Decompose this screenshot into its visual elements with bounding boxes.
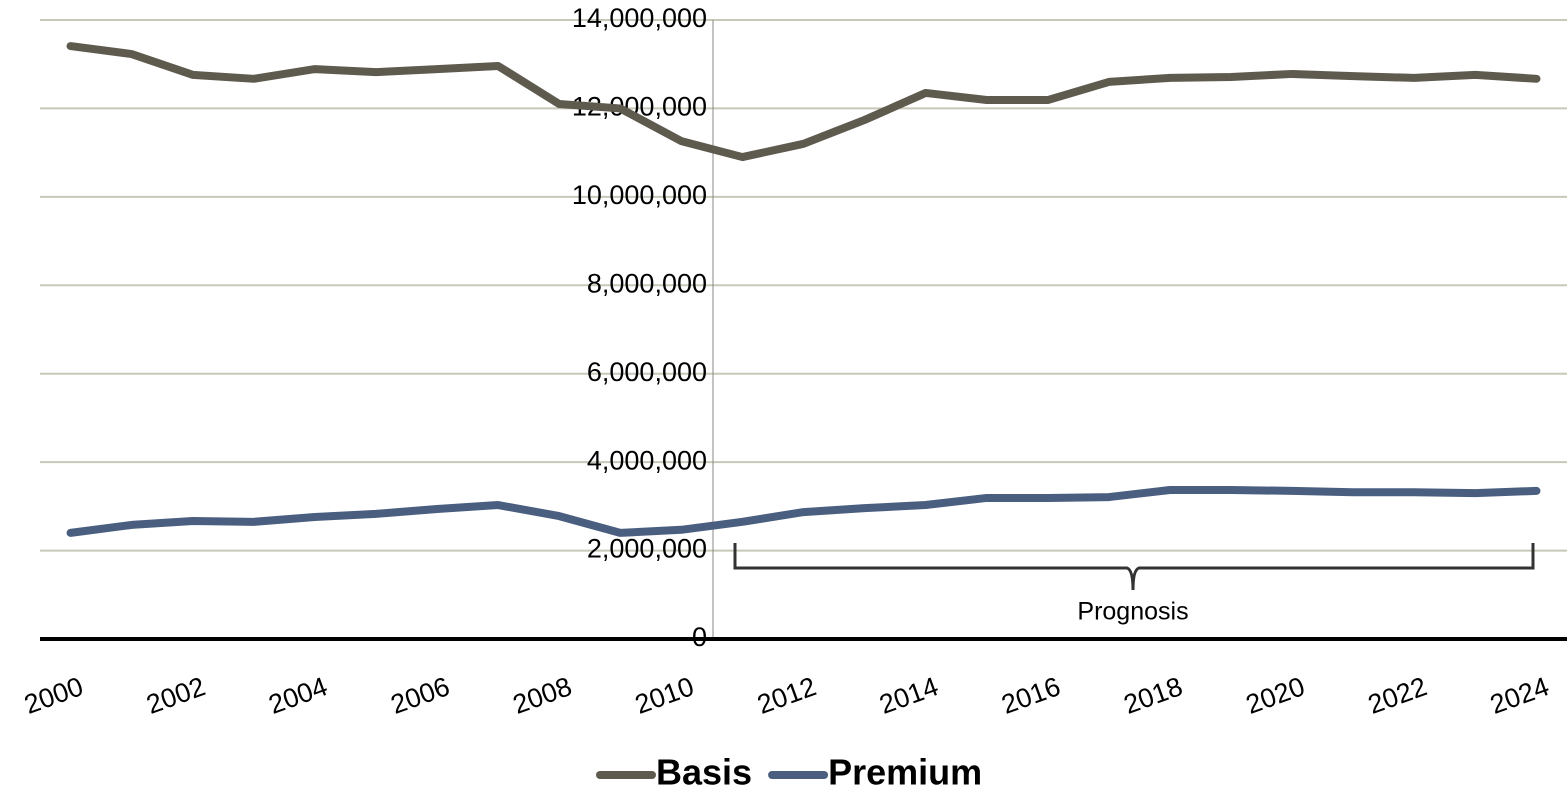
- x-tick-label: 2018: [1120, 671, 1187, 720]
- x-tick-label: 2008: [509, 671, 576, 720]
- x-tick-label: 2022: [1364, 671, 1431, 720]
- legend: Basis Premium: [596, 752, 982, 793]
- x-tick-label: 2024: [1486, 671, 1553, 720]
- series-line: [66, 42, 1541, 162]
- x-tick-label: 2016: [998, 671, 1065, 720]
- y-tick-label: 6,000,000: [587, 357, 707, 387]
- x-tick-label: 2014: [875, 671, 942, 720]
- y-tick-label: 14,000,000: [572, 3, 707, 33]
- series-line: [66, 485, 1541, 537]
- y-tick-label: 10,000,000: [572, 180, 707, 210]
- x-tick-label: 2004: [265, 671, 332, 720]
- y-tick-label: 8,000,000: [587, 268, 707, 298]
- y-tick-label: 4,000,000: [587, 445, 707, 475]
- x-tick-label: 2002: [142, 671, 209, 720]
- x-tick-label: 2020: [1242, 671, 1309, 720]
- annotation-brace: [733, 543, 1535, 591]
- legend-label: Premium: [828, 752, 982, 793]
- plot: 02,000,0004,000,0006,000,0008,000,00010,…: [20, 3, 1567, 793]
- x-tick-label: 2000: [20, 671, 87, 720]
- legend-label: Basis: [656, 752, 752, 793]
- x-tick-label: 2010: [631, 671, 698, 720]
- x-tick-label: 2006: [387, 671, 454, 720]
- x-tick-label: 2012: [753, 671, 820, 720]
- y-tick-label: 2,000,000: [587, 534, 707, 564]
- annotation: Prognosis: [1077, 598, 1188, 626]
